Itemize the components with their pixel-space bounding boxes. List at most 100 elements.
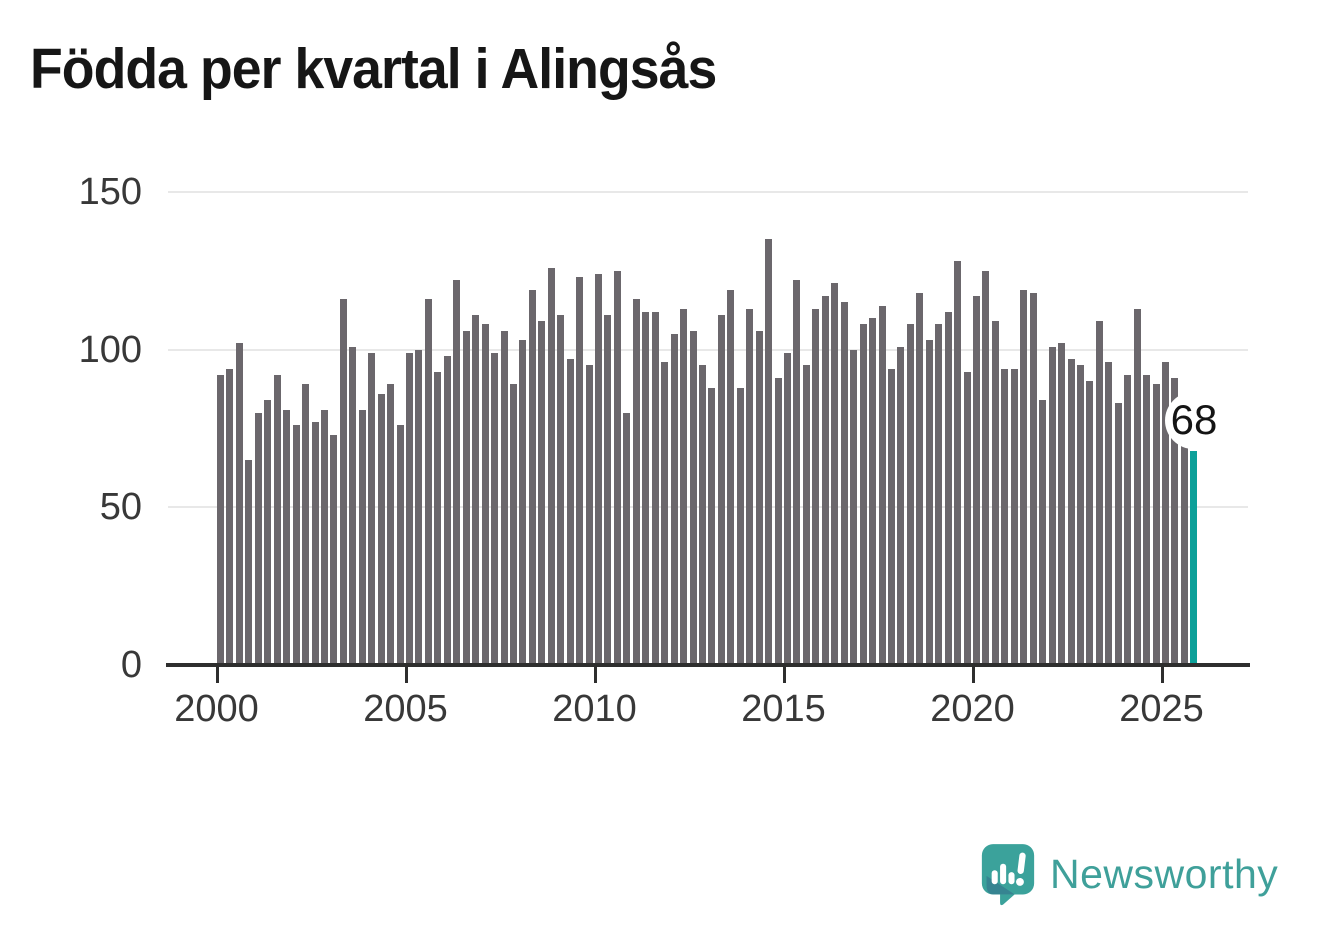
bar-2000-q2	[226, 368, 234, 665]
bar-2014-q2	[755, 330, 763, 665]
bar-2006-q2	[453, 280, 461, 665]
bar-2021-q1	[1010, 368, 1018, 665]
bar-2001-q2	[264, 400, 272, 665]
bar-2016-q3	[840, 302, 848, 665]
bar-2001-q4	[283, 409, 291, 665]
bar-2015-q2	[793, 280, 801, 665]
bar-2019-q3	[954, 261, 962, 665]
bar-2013-q3	[727, 289, 735, 665]
bar-2024-q3	[1143, 374, 1151, 665]
x-axis-line	[166, 663, 1250, 667]
bar-2015-q3	[802, 365, 810, 665]
bar-2013-q4	[736, 387, 744, 665]
y-axis-label-50: 50	[99, 486, 142, 529]
y-axis-label-100: 100	[78, 328, 142, 371]
bar-2000-q4	[245, 460, 253, 665]
bar-2014-q1	[746, 308, 754, 665]
bar-2023-q3	[1105, 362, 1113, 665]
bar-2011-q3	[651, 311, 659, 665]
bar-2009-q1	[557, 314, 565, 665]
bar-2007-q2	[491, 352, 499, 665]
bar-2012-q1	[670, 333, 678, 665]
bar-2010-q1	[595, 274, 602, 665]
gridline-y-100	[168, 348, 1248, 351]
bar-2017-q3	[878, 305, 886, 665]
bar-2011-q4	[661, 362, 669, 665]
bar-2012-q4	[698, 365, 706, 665]
bar-2005-q4	[434, 371, 442, 665]
bar-2004-q1	[368, 352, 376, 665]
bar-2008-q4	[547, 267, 555, 665]
newsworthy-logo-icon	[981, 844, 1035, 906]
newsworthy-branding: Newsworthy	[980, 842, 1278, 906]
bar-2017-q1	[859, 324, 867, 665]
x-tick-2015	[782, 667, 786, 683]
x-tick-2005	[404, 667, 408, 683]
bar-2003-q1	[330, 434, 338, 665]
x-axis-label-2005: 2005	[363, 688, 448, 730]
x-tick-2025	[1160, 667, 1164, 683]
bar-2003-q3	[349, 346, 357, 665]
bar-2022-q1	[1048, 346, 1056, 665]
bar-2021-q3	[1029, 292, 1037, 665]
bar-2020-q1	[973, 296, 980, 665]
bar-2000-q1	[217, 374, 224, 665]
gridline-y-50	[168, 506, 1248, 509]
bar-2024-q4	[1152, 384, 1160, 665]
bar-2002-q2	[302, 384, 310, 665]
x-axis-label-2020: 2020	[930, 688, 1015, 730]
bar-2022-q2	[1058, 343, 1066, 665]
bar-2018-q2	[906, 324, 914, 665]
bar-2018-q4	[925, 340, 933, 665]
bar-2024-q2	[1133, 308, 1141, 665]
bar-2004-q4	[396, 425, 404, 665]
bar-2007-q4	[509, 384, 517, 665]
bar-2022-q3	[1067, 359, 1075, 665]
bar-2020-q3	[991, 321, 999, 665]
bar-2023-q1	[1086, 381, 1094, 665]
x-axis-label-2015: 2015	[741, 688, 826, 730]
bar-2015-q4	[812, 308, 820, 665]
bar-2017-q2	[869, 318, 877, 665]
x-axis-label-2010: 2010	[552, 688, 637, 730]
bar-2021-q2	[1020, 289, 1028, 665]
bar-2002-q1	[292, 425, 300, 665]
bar-2012-q3	[689, 330, 697, 665]
bar-2025-q1	[1162, 362, 1169, 665]
bar-2018-q3	[916, 292, 924, 665]
bar-2013-q1	[708, 387, 716, 665]
bar-2023-q2	[1095, 321, 1103, 665]
bar-2005-q3	[424, 299, 432, 665]
plot-area	[168, 191, 1248, 665]
x-tick-2020	[971, 667, 975, 683]
latest-value-annotation: 68	[1170, 396, 1218, 443]
bar-2024-q1	[1124, 374, 1132, 665]
bar-2022-q4	[1076, 365, 1084, 665]
bar-2009-q3	[576, 277, 584, 665]
bar-2005-q2	[415, 349, 423, 665]
x-axis-label-2025: 2025	[1119, 688, 1204, 730]
x-axis-label-2000: 2000	[174, 688, 259, 730]
bar-2025-q2	[1171, 378, 1179, 665]
bar-2016-q4	[850, 349, 858, 665]
bar-2012-q2	[680, 308, 688, 665]
bar-2010-q4	[623, 412, 631, 665]
bar-2008-q3	[538, 321, 546, 665]
bar-2001-q3	[273, 374, 281, 665]
chart-title: Födda per kvartal i Alingsås	[30, 37, 717, 101]
bar-2006-q3	[462, 330, 470, 665]
bar-2004-q2	[377, 393, 385, 665]
bar-2003-q2	[339, 299, 347, 665]
gridline-y-150	[168, 191, 1248, 193]
x-tick-2000	[215, 667, 219, 683]
bar-2017-q4	[887, 368, 895, 665]
bar-2019-q2	[944, 311, 952, 665]
bar-2018-q1	[897, 346, 905, 665]
bar-2025-q3	[1180, 396, 1188, 665]
bar-2006-q1	[443, 355, 451, 665]
bar-2016-q2	[831, 283, 839, 665]
bar-2020-q4	[1001, 368, 1009, 665]
bar-2009-q2	[566, 359, 574, 665]
bar-2004-q3	[387, 384, 395, 665]
